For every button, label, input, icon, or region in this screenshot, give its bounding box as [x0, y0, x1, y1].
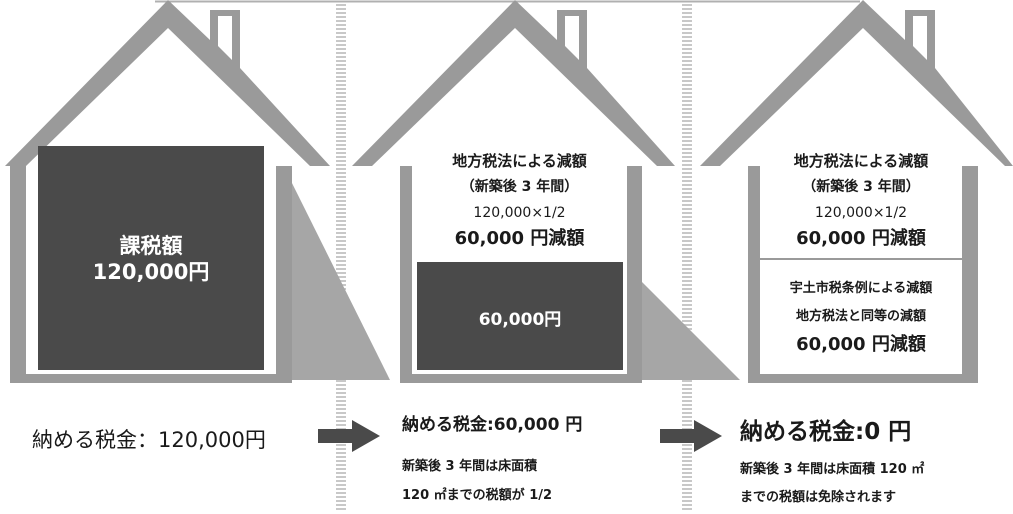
arrow-right-1 — [318, 420, 380, 452]
house-1-tax-text: 課税額 120,000円 — [38, 233, 264, 285]
reduction-period: （新築後 3 年間） — [802, 179, 920, 195]
reduction-formula: 120,000×1/2 — [473, 205, 566, 221]
reduction-amount: 60,000 円減額 — [796, 228, 926, 249]
house-3-interior — [720, 28, 1005, 374]
house-2 — [352, 0, 675, 383]
reduction-wedge-2 — [632, 272, 740, 380]
caption-3-main: 納める税金:0 円 — [740, 419, 912, 445]
caption-3-sub1: 新築後 3 年間は床面積 120 ㎡ — [740, 462, 925, 477]
house-2-reduction-text: 地方税法による減額 （新築後 3 年間） 120,000×1/2 60,000 … — [412, 148, 627, 252]
caption-1-main: 納める税金：120,000円 — [32, 428, 266, 452]
reduction-title: 地方税法による減額 — [452, 152, 587, 170]
house-2-remaining-block — [417, 262, 623, 370]
caption-3-sub2: までの税額は免除されます — [740, 490, 897, 505]
reduction-amount: 60,000 円減額 — [454, 228, 585, 249]
tax-label: 課税額 — [119, 234, 183, 258]
tax-amount: 120,000円 — [92, 260, 210, 284]
reduction-title: 地方税法による減額 — [793, 152, 929, 170]
caption-2-sub2: 120 ㎡までの税額が 1/2 — [402, 488, 553, 503]
city-desc: 地方税法と同等の減額 — [795, 309, 926, 324]
remaining-amount: 60,000円 — [478, 310, 562, 330]
house-1 — [5, 0, 330, 383]
city-amount: 60,000 円減額 — [796, 334, 926, 355]
house-3-city-text: 宇土市税条例による減額 地方税法と同等の減額 60,000 円減額 — [760, 275, 962, 359]
reduction-formula: 120,000×1/2 — [814, 205, 908, 221]
house-1-chimney — [218, 16, 232, 60]
house-2-chimney — [565, 16, 579, 60]
caption-2-main: 納める税金:60,000 円 — [402, 415, 583, 435]
house-3 — [700, 0, 1013, 383]
caption-2-sub1: 新築後 3 年間は床面積 — [402, 459, 538, 474]
reduction-wedge-1 — [283, 165, 390, 380]
reduction-period: （新築後 3 年間） — [460, 179, 579, 195]
house-3-reduction-text: 地方税法による減額 （新築後 3 年間） 120,000×1/2 60,000 … — [760, 148, 962, 252]
house-3-chimney — [913, 16, 927, 60]
city-title: 宇土市税条例による減額 — [789, 281, 933, 296]
arrow-right-2 — [660, 420, 722, 452]
house-1-tax-block — [38, 146, 264, 370]
